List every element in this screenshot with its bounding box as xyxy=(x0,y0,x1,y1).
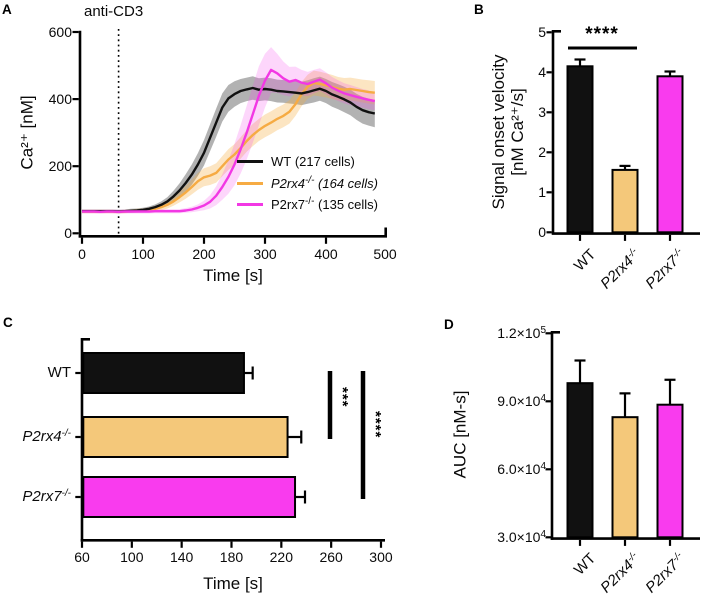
legend-p2rx7-sup: -/- xyxy=(304,196,315,207)
a-y-tick-label: 0 xyxy=(64,225,72,242)
d-y-tick-label: 1.2×105 xyxy=(497,325,546,342)
anti-cd3-annotation: anti-CD3 xyxy=(84,3,144,20)
panel-letter-c: C xyxy=(3,315,13,330)
c-x-tick-label: 180 xyxy=(219,549,244,565)
c-y-tick-label: WT xyxy=(47,364,71,381)
legend-p2rx7-count: (135 cells) xyxy=(314,197,378,212)
a-y-axis-label: Ca²⁺ [nM] xyxy=(17,95,37,170)
a-x-axis-label: Time [s] xyxy=(203,266,263,285)
d-bar-wt xyxy=(566,382,594,539)
legend-label-p2rx7: P2rx7-/- (135 cells) xyxy=(271,196,378,212)
d-bar-p2rx4 xyxy=(611,416,639,539)
legend-p2rx4-count: (164 cells) xyxy=(314,176,378,191)
c-significance-stars-1: *** xyxy=(334,387,351,408)
c-bar-wt xyxy=(82,352,245,394)
d-y-axis-label: AUC [nM-s] xyxy=(450,390,470,479)
c-x-tick-label: 260 xyxy=(319,549,343,565)
c-x-tick-label: 100 xyxy=(120,549,144,565)
b-y-tick-label: 2 xyxy=(538,144,546,161)
b-significance-stars: **** xyxy=(585,24,619,45)
b-y-axis-label-line2: [nM Ca²⁺/s] xyxy=(508,88,527,176)
c-x-tick-label: 60 xyxy=(74,549,90,565)
c-y-tick-label: P2rx4-/- xyxy=(22,428,71,445)
legend-label-p2rx4: P2rx4-/- (164 cells) xyxy=(271,175,378,191)
a-x-tick-label: 200 xyxy=(192,246,216,262)
legend-line-wt xyxy=(237,160,263,163)
legend-line-p2rx7 xyxy=(237,203,263,206)
a-band-1 xyxy=(82,70,375,214)
a-x-tick-label: 400 xyxy=(314,246,338,262)
legend-p2rx7-name: P2rx7 xyxy=(271,197,305,212)
d-y-tick-label: 3.0×104 xyxy=(497,529,546,546)
c-x-axis-label: Time [s] xyxy=(203,574,263,593)
a-y-tick-label: 600 xyxy=(48,24,72,40)
legend-label-wt: WT (217 cells) xyxy=(271,153,355,169)
panel-letter-d: D xyxy=(444,317,454,332)
panel-letter-b: B xyxy=(474,2,484,17)
a-x-tick-label: 0 xyxy=(78,246,86,262)
c-significance-stars-2: **** xyxy=(367,411,384,439)
c-bar-p2rx7 xyxy=(82,476,297,518)
a-band-2 xyxy=(82,47,375,214)
b-y-axis-label: Signal onset velocity [nM Ca²⁺/s] xyxy=(489,16,527,248)
b-y-tick-label: 3 xyxy=(538,104,546,121)
a-x-tick-label: 300 xyxy=(253,246,277,262)
c-x-tick-label: 300 xyxy=(369,549,393,565)
b-y-axis-label-line1: Signal onset velocity xyxy=(489,54,508,210)
legend-p2rx4-name: P2rx4 xyxy=(271,176,305,191)
d-y-tick-label: 9.0×104 xyxy=(497,393,546,410)
b-y-tick-label: 5 xyxy=(538,24,546,41)
c-bar-p2rx4 xyxy=(82,416,289,458)
a-y-tick-label: 400 xyxy=(48,91,72,108)
b-y-tick-label: 0 xyxy=(538,224,546,241)
panel-letter-a: A xyxy=(2,2,12,17)
a-y-tick-label: 200 xyxy=(48,158,72,175)
b-bar-p2rx7 xyxy=(656,75,684,234)
d-y-tick-label: 6.0×104 xyxy=(497,461,546,478)
c-x-tick-label: 220 xyxy=(269,549,293,565)
legend-p2rx4-sup: -/- xyxy=(304,175,315,186)
a-x-tick-label: 100 xyxy=(131,246,155,262)
c-y-tick-label: P2rx7-/- xyxy=(22,488,71,505)
legend-line-p2rx4 xyxy=(237,182,263,185)
b-bar-p2rx4 xyxy=(611,168,639,234)
a-line-2 xyxy=(82,68,376,214)
a-x-tick-label: 500 xyxy=(373,246,397,262)
c-x-tick-label: 140 xyxy=(169,549,194,565)
legend-wt-name: WT xyxy=(271,154,292,169)
b-y-tick-label: 4 xyxy=(538,64,546,81)
d-bar-p2rx7 xyxy=(656,403,684,539)
b-y-tick-label: 1 xyxy=(538,184,546,201)
legend-wt-count: (217 cells) xyxy=(291,154,355,169)
b-bar-wt xyxy=(566,65,594,234)
